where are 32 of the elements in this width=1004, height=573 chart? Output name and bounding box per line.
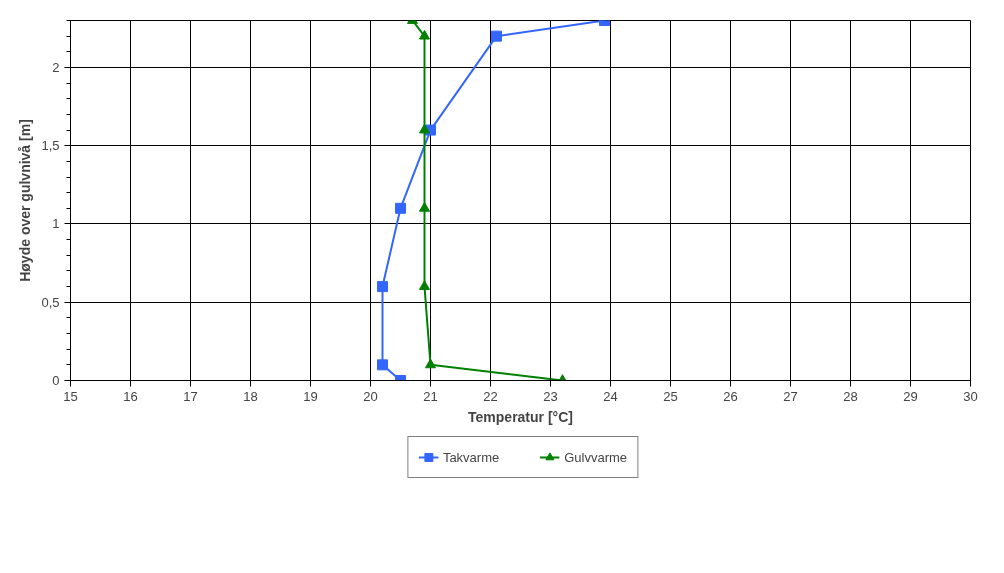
x-axis-title: Temperatur [°C] bbox=[468, 408, 573, 425]
x-tick-label: 16 bbox=[123, 388, 138, 404]
x-tick-label: 26 bbox=[723, 388, 738, 404]
point bbox=[419, 202, 430, 212]
legend-label: Takvarme bbox=[442, 449, 500, 465]
y-tick-label: 2 bbox=[52, 59, 60, 75]
x-tick-label: 27 bbox=[783, 388, 798, 404]
x-tick-label: 17 bbox=[183, 388, 198, 404]
y-axis-title: Høyde over gulvnivå [m] bbox=[17, 119, 34, 282]
legend-label: Gulvvarme bbox=[564, 449, 628, 465]
x-tick-label: 29 bbox=[903, 388, 918, 404]
point bbox=[419, 123, 430, 134]
x-tick-label: 23 bbox=[543, 388, 558, 404]
x-tick-label: 20 bbox=[363, 388, 378, 404]
point bbox=[419, 280, 430, 290]
point bbox=[377, 281, 388, 293]
x-tick-label: 28 bbox=[843, 388, 858, 404]
x-tick-label: 15 bbox=[63, 388, 78, 404]
point bbox=[491, 30, 502, 42]
y-tick-label: 1,5 bbox=[41, 138, 60, 154]
x-tick-label: 25 bbox=[663, 388, 678, 404]
x-tick-label: 21 bbox=[423, 388, 438, 404]
x-tick-label: 30 bbox=[963, 388, 978, 404]
point bbox=[395, 202, 406, 214]
x-tick-label: 18 bbox=[243, 388, 258, 404]
x-tick-label: 24 bbox=[603, 388, 618, 404]
x-tick-label: 19 bbox=[303, 388, 318, 404]
y-tick-label: 0 bbox=[52, 373, 60, 388]
y-tick-label: 1 bbox=[52, 216, 60, 232]
x-tick-label: 22 bbox=[483, 388, 498, 404]
point bbox=[425, 358, 436, 369]
y-tick-label: 0,5 bbox=[41, 294, 60, 310]
